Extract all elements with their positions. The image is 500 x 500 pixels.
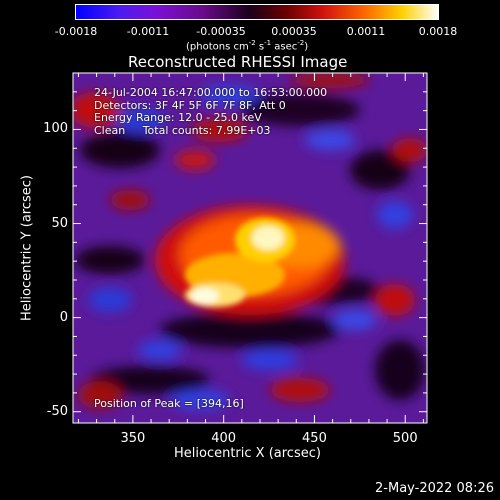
- colorbar-tick: 0.0018: [418, 25, 458, 38]
- footer-date: 2-May-2022 08:26: [375, 481, 494, 496]
- x-tick-label: 500: [392, 431, 418, 446]
- x-tick-label: 450: [302, 431, 327, 446]
- colorbar-tick: 0.00035: [271, 25, 317, 38]
- colorbar-tick: 0.0011: [346, 25, 386, 38]
- y-tick-label: -50: [46, 403, 68, 419]
- y-tick-label: 100: [43, 121, 68, 137]
- heatmap-image: [73, 73, 427, 423]
- info-detectors: Detectors: 3F 4F 5F 6F 7F 8F, Att 0: [94, 98, 286, 112]
- colorbar: [75, 4, 439, 20]
- y-tick-label: 50: [51, 215, 68, 231]
- chart-title: Reconstructed RHESSI Image: [128, 53, 348, 71]
- info-time-range: 24-Jul-2004 16:47:00.000 to 16:53:00.000: [94, 86, 328, 99]
- colorbar-units: (photons cm-2 s-1 asec-2): [186, 39, 309, 53]
- info-energy-range: Energy Range: 12.0 - 25.0 keV: [94, 111, 262, 124]
- plot-frame: [72, 72, 428, 424]
- peak-position-label: Position of Peak = [394,16]: [94, 397, 244, 410]
- colorbar-tick: -0.0011: [126, 25, 170, 38]
- axis-ticks: [73, 72, 427, 423]
- observation-info: 24-Jul-2004 16:47:00.000 to 16:53:00.000…: [94, 86, 328, 137]
- y-axis-label: Heliocentric Y (arcsec): [19, 175, 35, 321]
- x-axis-label: Heliocentric X (arcsec): [174, 446, 321, 461]
- x-tick-label: 400: [211, 431, 237, 446]
- x-tick-label: 350: [120, 431, 146, 446]
- info-clean-counts: Clean Total counts: 7.99E+03: [94, 123, 271, 137]
- y-tick-label: 0: [59, 309, 68, 325]
- colorbar-tick: -0.00035: [196, 25, 246, 38]
- colorbar-tick: -0.0018: [54, 25, 98, 38]
